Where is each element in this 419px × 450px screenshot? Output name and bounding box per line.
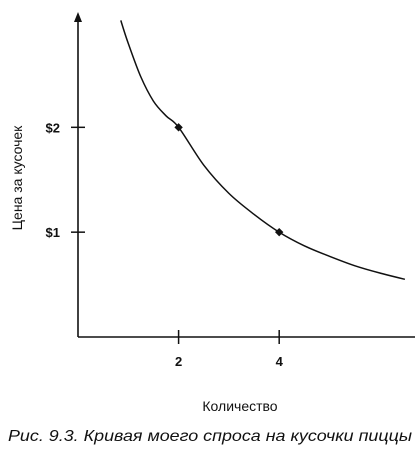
figure-caption: Рис. 9.3. Кривая моего спроса на кусочки… (8, 428, 412, 445)
y-axis-label: Цена за кусочек (9, 125, 25, 230)
data-point (174, 123, 183, 132)
data-point (274, 227, 284, 237)
demand-curve (120, 20, 406, 281)
y-tick-label: $2 (46, 120, 60, 135)
y-ticks: $1 $2 (46, 120, 85, 240)
x-tick-label: 2 (175, 354, 182, 369)
y-tick-label: $1 (46, 225, 60, 240)
x-tick-label: 4 (276, 354, 284, 369)
data-points (174, 123, 284, 237)
x-axis-label: Количество (202, 398, 277, 414)
y-axis-arrow (74, 12, 82, 22)
